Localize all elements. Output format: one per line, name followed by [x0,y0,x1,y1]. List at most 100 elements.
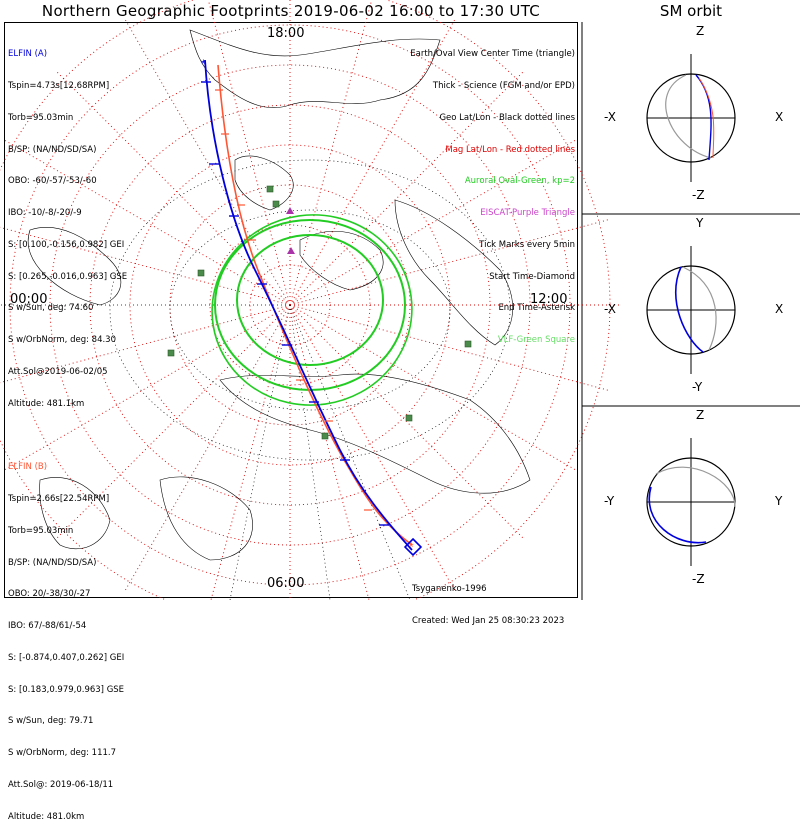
sm-axis-label: -Y [692,380,703,394]
coastline [189,29,441,108]
mag-lon-line [124,304,291,592]
mag-lon-line [289,139,577,306]
footer-created: Created: Wed Jan 25 08:30:23 2023 [412,615,565,626]
sat-b-line: IBO: 67/-88/61/-54 [8,621,87,632]
eiscat-triangle [286,207,294,214]
mag-lon-line [3,139,291,306]
sm-axis-label: Y [775,494,783,508]
sm-axis-label: Z [696,408,705,422]
map-frame [4,22,578,598]
map-grid [0,0,620,600]
vlf-station-square [272,200,280,208]
sat-b-name: ELFIN (B) [8,462,48,473]
geo-lat-line [109,159,511,461]
vlf-station-square [405,414,413,422]
coastline [27,227,122,306]
legend: Earth/Oval View Center Time (triangle) T… [410,28,575,356]
auroral-oval-outer [211,214,413,406]
legend-item: Tick Marks every 5min [479,239,575,250]
sat-b-line: B/SP: (NA/ND/SD/SA) [8,557,97,568]
eiscat-triangle [287,247,295,254]
sat-b-info: ELFIN (B) Tspin=2.66s[22.54RPM] Torb=95.… [8,441,124,833]
sat-a-line: Altitude: 481.1km [8,398,85,409]
mag-lon-line [289,0,373,306]
vlf-station-square [321,432,329,440]
coastline [394,199,513,346]
footer-model: Tsyganenko-1996 [412,584,487,595]
hour-label-right: 12:00 [530,292,568,307]
sat-b-line: Altitude: 481.0km [8,811,85,822]
coastline [159,476,253,561]
sat-b-line: S w/OrbNorm, deg: 111.7 [8,748,117,759]
vlf-station-square [464,340,472,348]
sm-axis-label: Z [696,24,705,38]
geo-lat-line [169,209,451,411]
sat-b-line: S: [0.183,0.979,0.963] GSE [8,684,125,695]
mag-lon-line [289,304,370,600]
sm-axis-label: -Z [692,572,705,586]
footprint-tracks: ** [201,57,423,557]
sm-axis-label: -Y [604,494,615,508]
geo-lon-line [289,304,331,600]
coastlines [27,29,531,561]
sat-a-line: OBO: -60/-57/-53/-60 [8,176,97,187]
sm-orbit-panels [646,54,736,566]
sm-axis-label: -Z [692,188,705,202]
start-diamond [403,537,423,557]
legend-item: Auroral Oval-Green, kp=2 [464,176,575,187]
mag-lon-line [207,0,291,306]
sat-b-line: Att.Sol@: 2019-06-18/11 [8,780,114,790]
sat-a-line: Tspin=4.73s[12.68RPM] [8,80,110,91]
legend-item: Mag Lat/Lon - Red dotted lines [445,144,575,155]
auroral-oval-inner [214,219,406,391]
end-asterisk: * [409,540,414,554]
mag-lon-line [0,226,291,306]
orbit-trace-a [674,266,704,353]
sat-a-line: S w/OrbNorm, deg: 84.30 [8,335,117,346]
legend-item: Start Time-Diamond [489,271,575,282]
hour-label-left: 00:00 [10,292,48,307]
legend-item: Thick - Science (FGM and/or EPD) [432,80,575,91]
legend-item: VLF-Green Square [497,335,575,346]
vlf-stations [167,185,472,440]
sat-a-line: S: [0.265,-0.016,0.963] GSE [8,271,128,282]
sat-a-name: ELFIN (A) [8,49,48,60]
legend-item: EISCAT-Purple Triangle [480,208,575,219]
sat-b-line: S: [-0.874,0.407,0.262] GEI [8,652,125,663]
sm-axis-label: X [775,302,784,316]
sm-axis-label: -X [604,302,616,316]
orbit-trace-a [648,486,707,544]
sat-a-line: Torb=95.03min [8,112,74,123]
mag-lon-line [124,18,291,306]
orbit-trace-gray [655,466,736,508]
sm-axis-label: Y [696,216,704,230]
page-title: Northern Geographic Footprints 2019-06-0… [41,2,541,20]
sat-b-line: OBO: 20/-38/30/-27 [8,589,91,600]
footprint-figure: ** [0,0,800,600]
mag-lon-line [210,304,291,600]
sm-axis-label: -X [604,110,616,124]
sat-a-line: B/SP: (NA/ND/SD/SA) [8,144,97,155]
sat-a-line: S w/Sun, deg: 74.60 [8,303,94,314]
mag-lon-line [0,304,291,384]
coastline [219,373,531,494]
hour-label-top: 18:00 [267,26,305,41]
sat-b-line: Tspin=2.66s[22.54RPM] [8,493,110,504]
sat-a-line: S: [0.100,-0.156,0.982] GEI [8,239,125,250]
vlf-station-square [197,269,205,277]
sat-a-line: Att.Sol@2019-06-02/05 [8,367,108,377]
sm-orbit-title: SM orbit [659,2,723,20]
sat-b-line: S w/Sun, deg: 79.71 [8,716,94,727]
orbit-trace-b [698,77,715,159]
geo-lon-line [229,304,291,600]
coastline [234,155,294,211]
auroral-oval-inner-2 [236,234,384,366]
vlf-station-square [266,185,274,193]
mag-lon-line [3,304,291,471]
footer: Tsyganenko-1996 Created: Wed Jan 25 08:3… [412,563,564,637]
legend-item: Earth/Oval View Center Time (triangle) [410,49,575,60]
mag-lon-line [289,304,524,539]
coastline [39,477,111,550]
legend-item: End Time-Asterisk [498,303,575,314]
sat-b-track [217,64,413,546]
